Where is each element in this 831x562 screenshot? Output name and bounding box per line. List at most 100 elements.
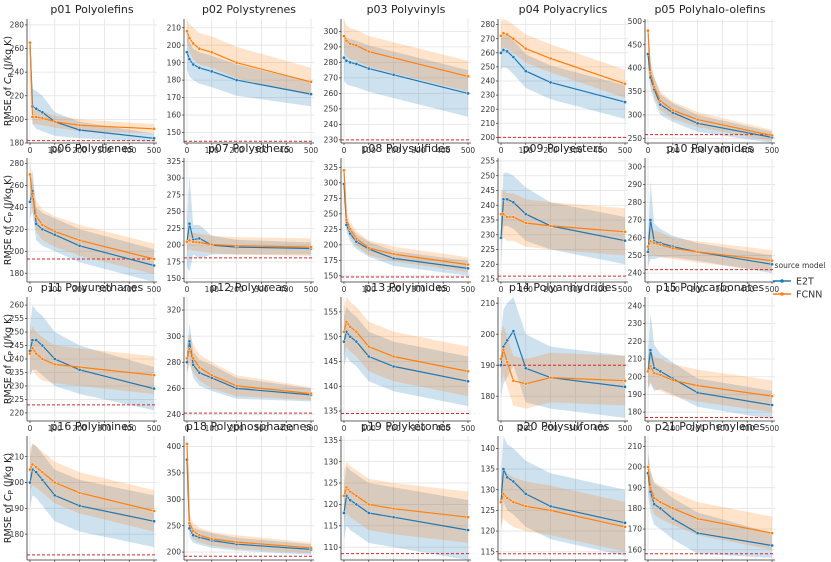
y-tick-label: 180 [10, 530, 25, 539]
e2t-band [501, 297, 625, 418]
fcnn-point [623, 378, 627, 383]
fcnn-point [77, 238, 82, 243]
fcnn-band [501, 469, 625, 552]
e2t-point [511, 55, 516, 59]
fcnn-point [342, 494, 346, 498]
y-tick-label: 250 [167, 207, 182, 216]
y-tick-label: 180 [481, 392, 496, 401]
e2t-point [505, 475, 509, 480]
panel-p08: p08 Polysulfides 150 175 200 225 250 275 300 325… [324, 142, 476, 294]
fcnn-point [52, 119, 57, 124]
y-tick-label: 120 [324, 500, 339, 509]
panel-title: p20 Polysulfones [517, 420, 610, 433]
x-tick-label: 300 [411, 424, 426, 433]
fcnn-point [309, 80, 313, 84]
e2t-point [366, 66, 371, 71]
fcnn-point [187, 238, 192, 243]
x-tick-label: 100 [666, 424, 681, 433]
x-tick-label: 400 [593, 285, 608, 294]
fcnn-point [309, 546, 313, 550]
x-tick-label: 500 [147, 424, 162, 433]
e2t-point [770, 262, 774, 267]
x-tick-label: 500 [618, 146, 633, 155]
y-tick-label: 145 [324, 357, 339, 366]
e2t-point [152, 519, 156, 524]
fcnn-point [348, 227, 352, 232]
fcnn-point [28, 40, 32, 45]
x-tick-label: 200 [72, 424, 87, 433]
e2t-point [695, 390, 700, 395]
panel-p18: p18 Polyphosphazenes20025030035040001002… [167, 420, 314, 562]
fcnn-point [342, 168, 346, 173]
fcnn-band [501, 19, 625, 98]
x-tick-label: 0 [342, 285, 347, 294]
e2t-point [354, 62, 359, 66]
panel-title: p18 Polyphosphazenes [186, 420, 312, 433]
y-tick-label: 225 [10, 395, 25, 404]
e2t-point [342, 511, 346, 515]
y-tick-label: 160 [628, 545, 643, 554]
x-tick-label: 400 [436, 285, 451, 294]
panel-p13: p13 Polyimides 135 140 145 150 155 0 100 200 300 4… [324, 281, 476, 433]
y-tick-label: 240 [10, 68, 25, 77]
e2t-point [30, 338, 35, 342]
legend-title: source model [775, 261, 826, 270]
fcnn-point [623, 82, 627, 86]
e2t-point [523, 366, 528, 371]
fcnn-point [648, 71, 653, 75]
e2t-point [466, 266, 470, 271]
e2t-point [501, 48, 506, 52]
fcnn-point [523, 46, 528, 51]
fcnn-point [197, 533, 202, 538]
y-tick-label: 210 [167, 23, 182, 32]
fcnn-point [466, 369, 470, 374]
e2t-point [770, 543, 774, 548]
fcnn-point [511, 215, 516, 219]
e2t-point [646, 250, 650, 254]
x-tick-label: 400 [593, 424, 608, 433]
x-tick-label: 200 [229, 424, 244, 433]
fcnn-point [234, 383, 239, 388]
fcnn-point [187, 36, 192, 41]
y-tick-label: 270 [481, 34, 496, 43]
fcnn-point [523, 221, 528, 225]
e2t-band [648, 40, 772, 143]
e2t-point [344, 59, 349, 63]
panel-title: p08 Polysulfides [361, 142, 450, 155]
e2t-band [501, 33, 625, 119]
fcnn-band [648, 350, 772, 413]
fcnn-band [648, 450, 772, 550]
fcnn-point [670, 378, 675, 383]
fcnn-point [670, 108, 675, 113]
x-tick-label: 100 [362, 285, 377, 294]
e2t-point [187, 221, 192, 226]
ylabel-units: (J/kg K) [3, 453, 14, 490]
e2t-point [623, 521, 627, 525]
e2t-point [40, 343, 45, 348]
x-tick-label: 0 [185, 285, 190, 294]
fcnn-point [30, 462, 35, 467]
fcnn-point [40, 223, 45, 227]
x-tick-label: 200 [386, 146, 401, 155]
y-tick-label: 175 [167, 257, 182, 266]
e2t-point [466, 528, 470, 532]
y-tick-label: 250 [324, 209, 339, 218]
x-tick-label: 100 [666, 146, 681, 155]
x-tick-label: 100 [48, 146, 63, 155]
legend-marker-fcnn [780, 292, 784, 296]
x-tick-label: 400 [122, 146, 137, 155]
e2t-point [34, 338, 38, 342]
y-tick-label: 300 [167, 495, 182, 504]
panel-title: p15 Polycarbonates [656, 281, 765, 294]
x-tick-label: 100 [519, 146, 534, 155]
fcnn-band [344, 20, 468, 92]
x-tick-label: 100 [205, 146, 220, 155]
x-tick-label: 300 [97, 146, 112, 155]
fcnn-point [185, 29, 189, 34]
x-tick-label: 200 [543, 424, 558, 433]
fcnn-point [344, 218, 349, 222]
fcnn-point [152, 127, 156, 131]
fcnn-point [309, 391, 313, 396]
e2t-point [348, 60, 352, 65]
